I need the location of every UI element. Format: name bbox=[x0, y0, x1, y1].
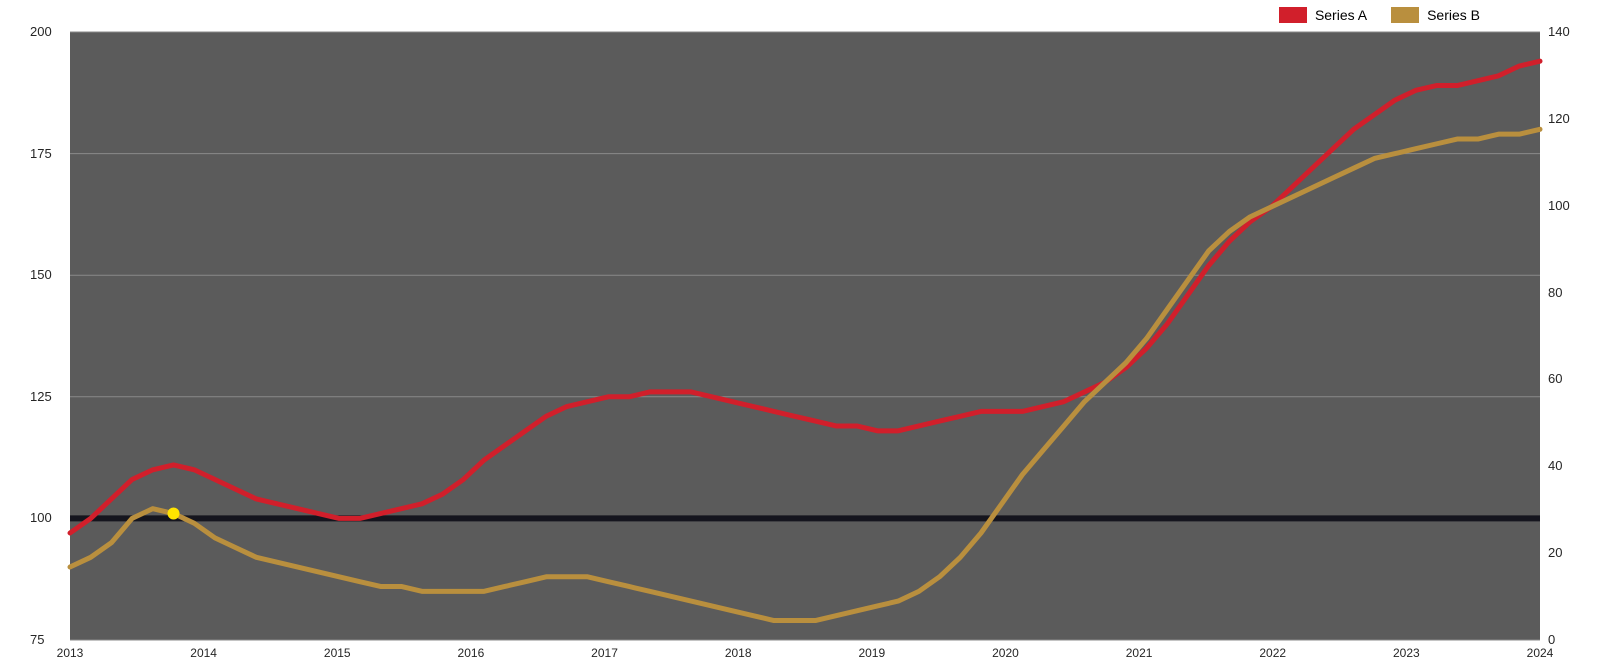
y-tick-right: 60 bbox=[1548, 371, 1562, 386]
x-tick: 2024 bbox=[1527, 646, 1554, 660]
y-tick-right: 80 bbox=[1548, 285, 1562, 300]
x-tick: 2023 bbox=[1393, 646, 1420, 660]
x-tick: 2017 bbox=[591, 646, 618, 660]
highlight-point bbox=[168, 508, 180, 520]
highlight-dot bbox=[168, 508, 180, 520]
x-tick: 2013 bbox=[57, 646, 84, 660]
chart-svg bbox=[0, 0, 1600, 670]
y-tick-left: 100 bbox=[30, 510, 52, 525]
y-tick-right: 0 bbox=[1548, 632, 1555, 647]
y-tick-left: 75 bbox=[30, 632, 44, 647]
y-tick-left: 200 bbox=[30, 24, 52, 39]
x-tick: 2016 bbox=[458, 646, 485, 660]
y-tick-left: 175 bbox=[30, 146, 52, 161]
y-tick-right: 100 bbox=[1548, 198, 1570, 213]
x-tick: 2021 bbox=[1126, 646, 1153, 660]
y-tick-right: 120 bbox=[1548, 111, 1570, 126]
y-tick-left: 150 bbox=[30, 267, 52, 282]
x-tick: 2020 bbox=[992, 646, 1019, 660]
series-line bbox=[70, 129, 1540, 620]
gridlines bbox=[70, 32, 1540, 640]
series-lines bbox=[70, 61, 1540, 620]
series-line bbox=[70, 61, 1540, 533]
x-tick: 2019 bbox=[858, 646, 885, 660]
x-tick: 2022 bbox=[1259, 646, 1286, 660]
y-tick-right: 40 bbox=[1548, 458, 1562, 473]
y-tick-left: 125 bbox=[30, 389, 52, 404]
y-tick-right: 140 bbox=[1548, 24, 1570, 39]
x-tick: 2018 bbox=[725, 646, 752, 660]
x-tick: 2015 bbox=[324, 646, 351, 660]
x-tick: 2014 bbox=[190, 646, 217, 660]
y-tick-right: 20 bbox=[1548, 545, 1562, 560]
chart-container: Series A Series B 75100125150175200 0204… bbox=[0, 0, 1600, 670]
